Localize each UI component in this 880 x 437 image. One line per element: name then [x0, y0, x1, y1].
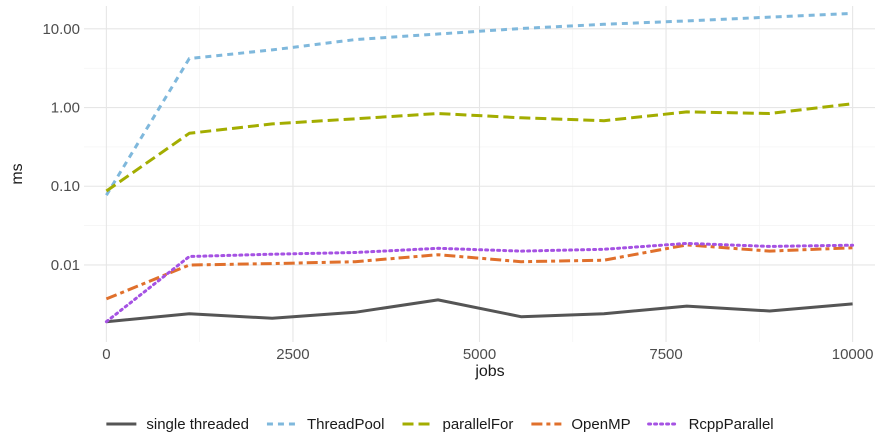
- series-line: [104, 241, 855, 324]
- legend-label: ThreadPool: [307, 416, 385, 433]
- y-axis-tick-labels: 0.01 0.10 1.00 10.00: [42, 21, 80, 274]
- y-tick-label: 1.00: [51, 100, 80, 117]
- x-tick-label: 10000: [832, 346, 874, 363]
- x-tick-label: 7500: [649, 346, 682, 363]
- legend: single threaded ThreadPool parallelFor Open…: [106, 416, 774, 433]
- y-tick-label: 0.01: [51, 257, 80, 274]
- major-gridlines: [84, 6, 875, 342]
- legend-label: single threaded: [146, 416, 249, 433]
- x-axis-tick-labels: 0 2500 5000 7500 10000: [102, 346, 873, 363]
- x-tick-label: 2500: [276, 346, 309, 363]
- series-line: [105, 102, 853, 193]
- series-lines: [104, 11, 855, 324]
- series-line: [105, 11, 853, 196]
- legend-label: OpenMP: [571, 416, 630, 433]
- y-tick-label: 10.00: [42, 21, 80, 38]
- x-tick-label: 0: [102, 346, 110, 363]
- y-tick-label: 0.10: [51, 178, 80, 195]
- x-axis-title: jobs: [474, 363, 504, 380]
- y-axis-title: ms: [9, 163, 26, 184]
- legend-label: parallelFor: [443, 416, 514, 433]
- legend-label: RcppParallel: [689, 416, 774, 433]
- x-tick-label: 5000: [463, 346, 496, 363]
- series-line: [105, 243, 853, 301]
- series-line: [106, 298, 853, 324]
